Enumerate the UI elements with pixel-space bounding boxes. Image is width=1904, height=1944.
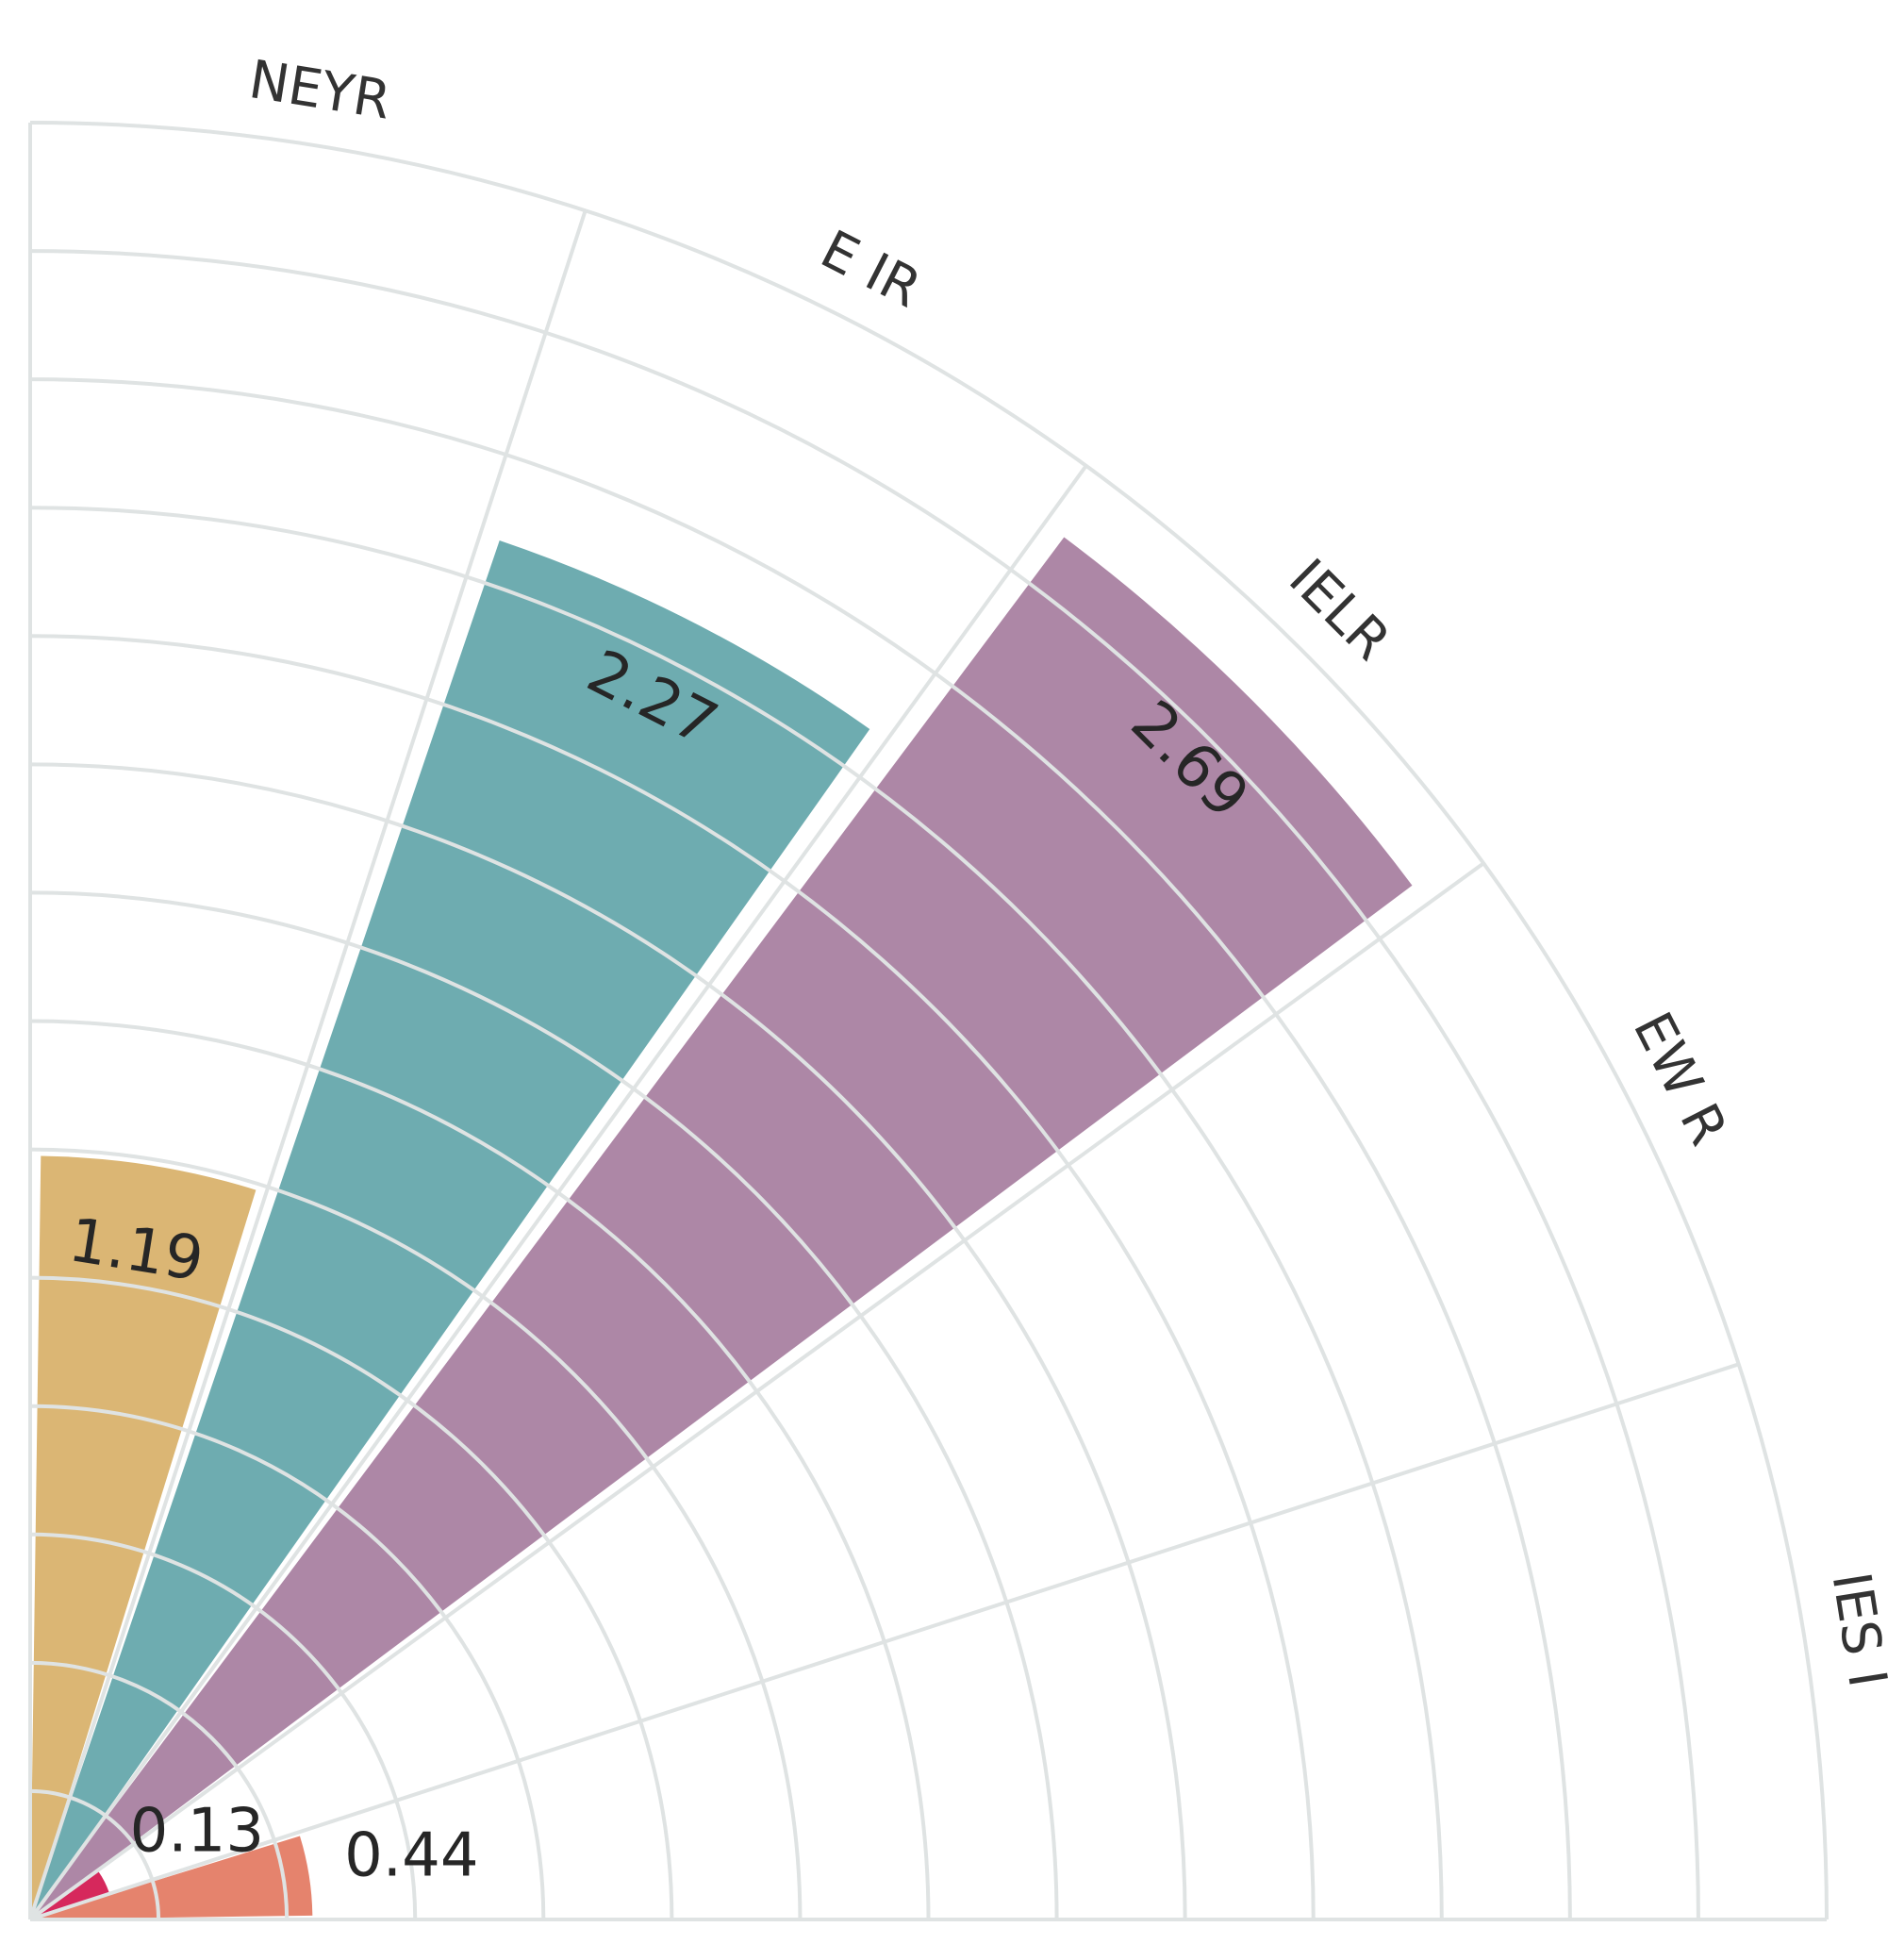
radial-gridline [29,1532,418,1920]
bar-ielr [30,537,1413,1919]
radial-gridline [29,377,1572,1920]
category-label: NEYR [245,49,395,132]
value-label: 0.44 [344,1821,479,1891]
radial-gridline [29,762,1187,1920]
category-label: IELR [1277,548,1401,673]
radial-gridline [29,121,1829,1920]
radial-gridline [29,249,1700,1920]
bar-ies-i [30,1836,313,1919]
bars-layer [30,537,1413,1919]
radial-gridline [29,1404,546,1920]
angular-gridline [28,861,1485,1921]
angular-gridline [28,209,588,1920]
radial-gridline [29,506,1444,1920]
radial-gridline [29,1019,931,1920]
category-label: EW R [1621,1003,1739,1155]
bar-neyr [30,1155,257,1919]
grid-layer [28,121,1829,1921]
radial-gridline [29,1788,161,1920]
radial-gridline [29,1275,674,1920]
radial-gridline [29,1147,803,1920]
angular-gridline [28,464,1088,1921]
bar-e-ir [30,540,870,1919]
category-label: E IR [811,219,930,320]
category-label: IES I [1820,1569,1898,1691]
radial-gridline [29,890,1059,1920]
radial-gridline [29,634,1316,1920]
angular-gridline [29,1362,1740,1921]
radial-gridline [29,1660,290,1920]
value-label: 0.13 [130,1796,265,1866]
